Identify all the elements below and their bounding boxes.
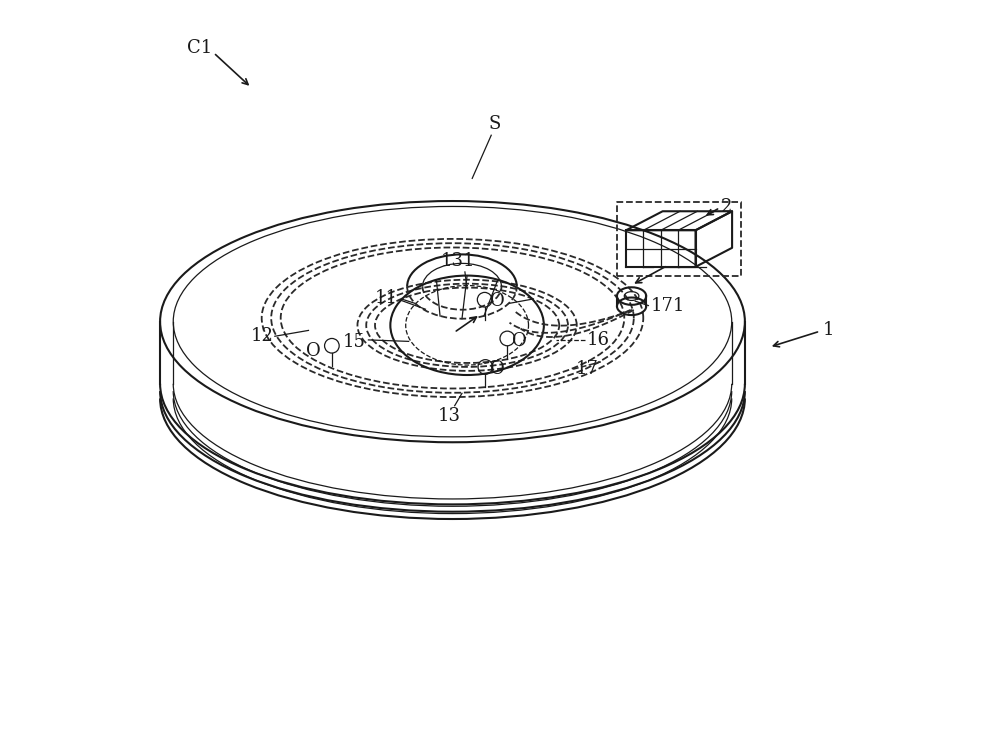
Text: O: O (306, 342, 320, 360)
Text: 15: 15 (343, 333, 365, 351)
Text: 16: 16 (586, 331, 609, 349)
Text: 171: 171 (651, 297, 685, 314)
Text: 2: 2 (721, 198, 732, 216)
Text: 131: 131 (441, 252, 476, 270)
Text: C1: C1 (187, 39, 212, 57)
Text: S: S (489, 115, 501, 133)
Text: 12: 12 (251, 327, 273, 345)
Text: O: O (490, 360, 505, 378)
Text: 17: 17 (575, 360, 598, 378)
Text: 13: 13 (437, 407, 460, 425)
Text: 11: 11 (375, 289, 398, 307)
Text: O: O (512, 333, 526, 350)
Text: O: O (490, 292, 505, 310)
Text: 1: 1 (823, 322, 835, 339)
